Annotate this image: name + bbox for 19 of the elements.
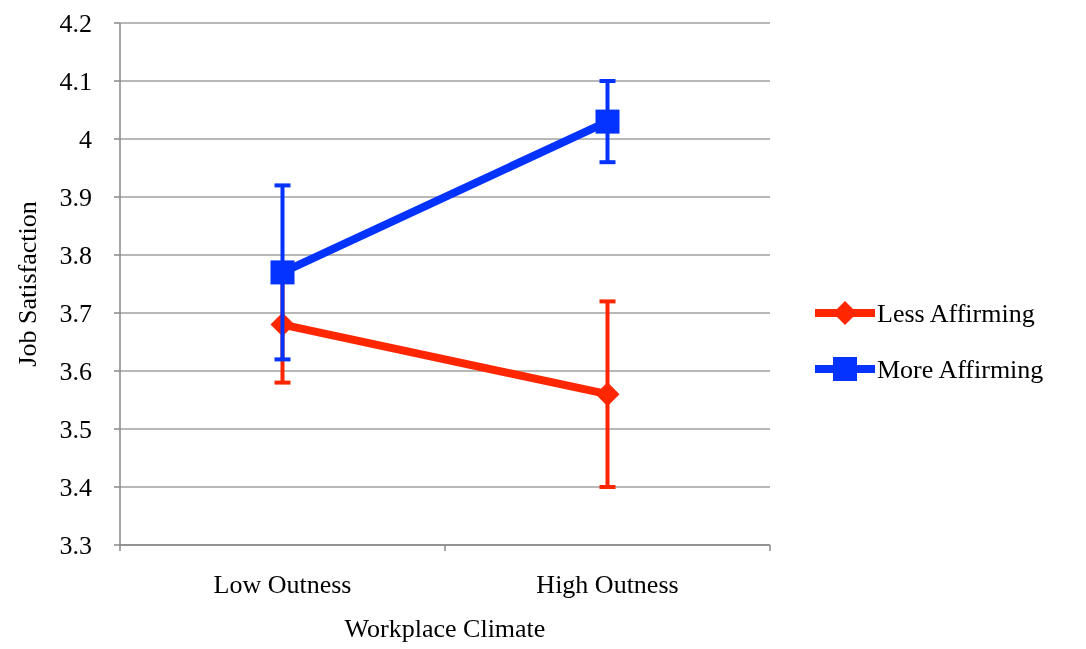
point bbox=[595, 109, 620, 134]
legend-label: More Affirming bbox=[877, 355, 1044, 385]
y-tick-label: 4.2 bbox=[59, 9, 92, 39]
y-tick-label: 3.3 bbox=[59, 531, 92, 561]
y-tick-label: 3.6 bbox=[59, 357, 92, 387]
y-tick-label: 4.1 bbox=[59, 67, 92, 97]
y-tick-label: 3.9 bbox=[59, 183, 92, 213]
y-tick-label: 3.7 bbox=[59, 299, 92, 329]
x-tick-label: Low Outness bbox=[213, 570, 352, 599]
y-tick-label: 4 bbox=[79, 125, 92, 155]
y-axis-title: Job Satisfaction bbox=[13, 201, 42, 367]
x-axis-title: Workplace Climate bbox=[344, 614, 546, 643]
y-tick-label: 3.4 bbox=[59, 473, 92, 503]
y-tick-label: 3.8 bbox=[59, 241, 92, 271]
point bbox=[270, 260, 295, 285]
point bbox=[595, 382, 620, 407]
x-tick-label: High Outness bbox=[536, 570, 679, 599]
legend-label: Less Affirming bbox=[877, 299, 1035, 329]
y-tick-label: 3.5 bbox=[59, 415, 92, 445]
